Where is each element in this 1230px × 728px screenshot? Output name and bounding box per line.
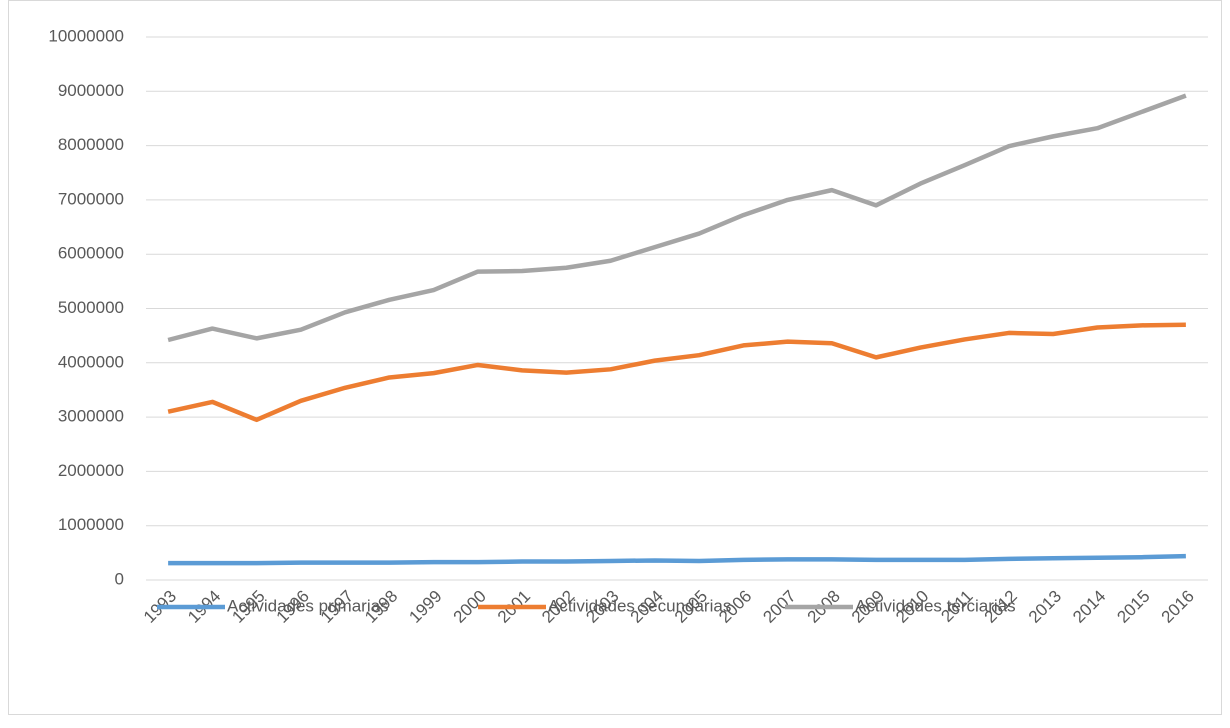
y-tick-label: 0	[115, 569, 124, 588]
y-tick-label: 3000000	[58, 407, 124, 426]
y-tick-label: 9000000	[58, 81, 124, 100]
legend-label: Actividades terciarias	[855, 596, 1016, 615]
chart-border	[8, 0, 1222, 715]
legend-label: Actividades primarias	[227, 596, 389, 615]
series-line	[168, 553, 1186, 566]
y-tick-label: 7000000	[58, 189, 124, 208]
y-tick-label: 4000000	[58, 352, 124, 371]
y-tick-label: 10000000	[48, 26, 124, 45]
y-tick-label: 8000000	[58, 135, 124, 154]
y-tick-label: 2000000	[58, 461, 124, 480]
y-tick-label: 5000000	[58, 298, 124, 317]
y-tick-label: 1000000	[58, 515, 124, 534]
y-tick-label: 6000000	[58, 244, 124, 263]
series-line	[167, 93, 1187, 343]
legend-label: Actividades secundarias	[548, 596, 731, 615]
series-line	[167, 322, 1186, 423]
